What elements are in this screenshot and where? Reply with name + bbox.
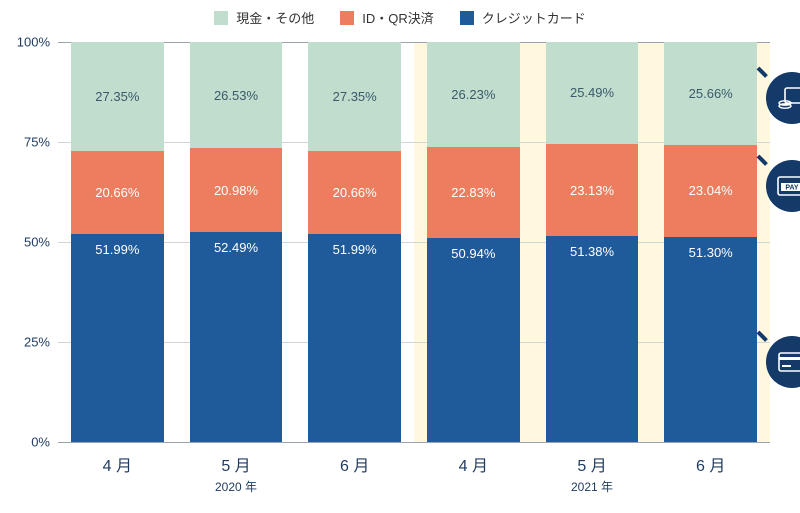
legend-item: 現金・その他 xyxy=(214,8,314,27)
bar-segment-label: 26.53% xyxy=(214,88,258,103)
year-axis: 2020 年2021 年 xyxy=(58,478,770,495)
legend-label: 現金・その他 xyxy=(236,8,314,27)
bar-segment-label: 23.04% xyxy=(689,183,733,198)
bar-segment-idqr: 20.98% xyxy=(190,148,283,232)
bar-segment-credit: 51.99% xyxy=(308,234,401,442)
bar-segment-idqr: 20.66% xyxy=(308,151,401,234)
bar-segment-label: 25.49% xyxy=(570,85,614,100)
legend-item: クレジットカード xyxy=(460,8,586,27)
stacked-bar: 52.49% 20.98% 26.53% xyxy=(190,42,283,442)
bar-segment-idqr: 23.13% xyxy=(546,144,639,237)
stacked-bar: 50.94% 22.83% 26.23% xyxy=(427,42,520,442)
bar-segment-credit: 51.30% xyxy=(664,237,757,442)
credit-card-icon xyxy=(776,350,800,374)
bar-slot: 51.38% 23.13% 25.49% xyxy=(533,42,652,442)
y-tick-label: 100% xyxy=(17,35,50,50)
bar-segment-label: 27.35% xyxy=(333,89,377,104)
stacked-bar: 51.30% 23.04% 25.66% xyxy=(664,42,757,442)
stacked-bar: 51.99% 20.66% 27.35% xyxy=(308,42,401,442)
bar-segment-credit: 51.99% xyxy=(71,234,164,442)
bar-segment-label: 23.13% xyxy=(570,183,614,198)
cash-coins-icon xyxy=(777,85,800,111)
bar-segment-cash: 27.35% xyxy=(308,42,401,151)
bar-segment-label: 51.38% xyxy=(570,236,614,259)
x-tick-label: 4 月 xyxy=(58,442,177,476)
bar-segment-idqr: 20.66% xyxy=(71,151,164,234)
bar-slot: 50.94% 22.83% 26.23% xyxy=(414,42,533,442)
bar-segment-label: 20.66% xyxy=(333,185,377,200)
bar-slot: 51.99% 20.66% 27.35% xyxy=(58,42,177,442)
x-tick-label: 5 月 xyxy=(533,442,652,476)
bar-slot: 51.99% 20.66% 27.35% xyxy=(295,42,414,442)
bar-segment-cash: 25.66% xyxy=(664,42,757,145)
chart-plot-area: 0%25%50%75%100%51.99%20.66%27.35%52.49%2… xyxy=(58,42,770,442)
bar-segment-cash: 26.23% xyxy=(427,42,520,147)
y-tick-label: 50% xyxy=(24,235,50,250)
bar-segment-cash: 25.49% xyxy=(546,42,639,144)
legend-label: ID・QR決済 xyxy=(362,8,434,27)
bar-segment-idqr: 22.83% xyxy=(427,147,520,238)
legend-item: ID・QR決済 xyxy=(340,8,434,27)
x-tick-label: 4 月 xyxy=(414,442,533,476)
legend: 現金・その他 ID・QR決済 クレジットカード xyxy=(0,0,800,35)
bar-segment-idqr: 23.04% xyxy=(664,145,757,237)
bar-segment-label: 20.66% xyxy=(95,185,139,200)
legend-swatch xyxy=(214,11,228,25)
y-tick-label: 0% xyxy=(31,435,50,450)
bar-segment-label: 51.99% xyxy=(333,234,377,257)
stacked-bar: 51.99% 20.66% 27.35% xyxy=(71,42,164,442)
bar-segment-label: 27.35% xyxy=(95,89,139,104)
x-axis: 4 月5 月6 月4 月5 月6 月 xyxy=(58,442,770,476)
legend-swatch xyxy=(340,11,354,25)
y-tick-label: 75% xyxy=(24,135,50,150)
bar-slot: 52.49% 20.98% 26.53% xyxy=(177,42,296,442)
x-tick-label: 5 月 xyxy=(177,442,296,476)
y-tick-label: 25% xyxy=(24,335,50,350)
bar-segment-label: 51.99% xyxy=(95,234,139,257)
cash-icon xyxy=(766,72,800,124)
x-tick-label: 6 月 xyxy=(295,442,414,476)
year-label: 2021 年 xyxy=(414,478,770,495)
bar-segment-label: 25.66% xyxy=(689,86,733,101)
bar-segment-cash: 27.35% xyxy=(71,42,164,151)
bar-segment-credit: 51.38% xyxy=(546,236,639,442)
bar-segment-label: 52.49% xyxy=(214,232,258,255)
bar-segment-label: 20.98% xyxy=(214,183,258,198)
legend-label: クレジットカード xyxy=(482,8,586,27)
bar-slot: 51.30% 23.04% 25.66% xyxy=(651,42,770,442)
bar-segment-credit: 52.49% xyxy=(190,232,283,442)
bar-segment-cash: 26.53% xyxy=(190,42,283,148)
bar-segment-label: 51.30% xyxy=(689,237,733,260)
legend-swatch xyxy=(460,11,474,25)
svg-text:PAY: PAY xyxy=(785,185,799,192)
x-tick-label: 6 月 xyxy=(651,442,770,476)
bars-container: 51.99% 20.66% 27.35% 52.49% 20.98% 26.53% 51.9… xyxy=(58,42,770,442)
bar-segment-label: 50.94% xyxy=(451,238,495,261)
bar-segment-label: 26.23% xyxy=(451,87,495,102)
credit-icon xyxy=(766,336,800,388)
stacked-bar: 51.38% 23.13% 25.49% xyxy=(546,42,639,442)
bar-segment-credit: 50.94% xyxy=(427,238,520,442)
year-label: 2020 年 xyxy=(58,478,414,495)
pay-icon: PAY xyxy=(766,160,800,212)
pay-card-icon: PAY xyxy=(775,173,800,199)
bar-segment-label: 22.83% xyxy=(451,185,495,200)
